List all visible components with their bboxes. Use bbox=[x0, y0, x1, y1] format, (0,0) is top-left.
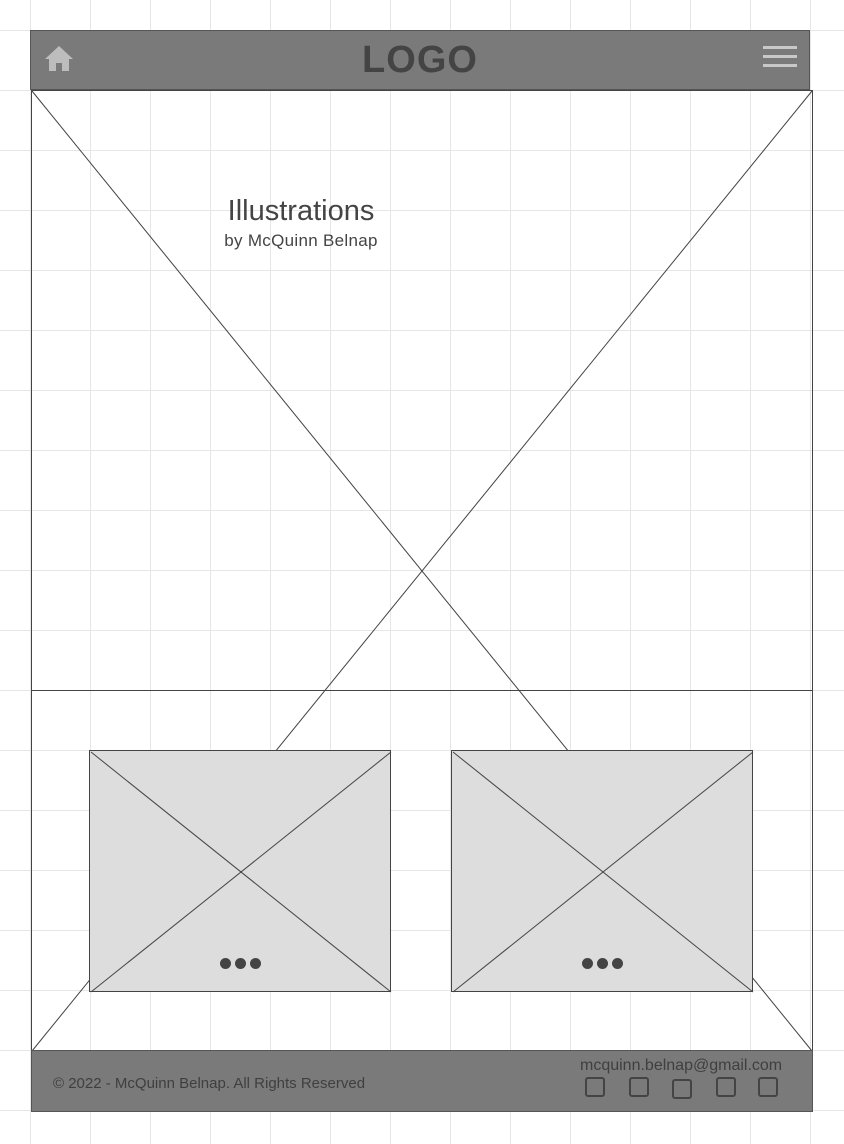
gallery-card-2[interactable] bbox=[451, 750, 754, 993]
page-subtitle: by McQuinn Belnap bbox=[224, 231, 378, 250]
gallery-card-1[interactable] bbox=[89, 750, 392, 993]
copyright-text: © 2022 - McQuinn Belnap. All Rights Rese… bbox=[53, 1075, 366, 1092]
social-icon-3[interactable] bbox=[672, 1079, 692, 1099]
page-title: Illustrations bbox=[227, 195, 375, 227]
hero-divider bbox=[31, 690, 813, 691]
ellipsis-icon[interactable] bbox=[452, 958, 752, 969]
social-icon-5[interactable] bbox=[758, 1077, 778, 1097]
logo[interactable]: LOGO bbox=[362, 39, 478, 81]
social-icon-2[interactable] bbox=[629, 1077, 649, 1097]
footer-bar: © 2022 - McQuinn Belnap. All Rights Rese… bbox=[31, 1050, 813, 1112]
home-icon[interactable] bbox=[43, 43, 75, 75]
email-link[interactable]: mcquinn.belnap@gmail.com bbox=[580, 1057, 783, 1074]
header-bar: LOGO bbox=[30, 30, 810, 90]
image-placeholder-icon bbox=[90, 751, 392, 993]
hamburger-menu-icon[interactable] bbox=[763, 44, 797, 70]
ellipsis-icon[interactable] bbox=[90, 958, 390, 969]
image-placeholder-icon bbox=[452, 751, 754, 993]
social-icon-1[interactable] bbox=[585, 1077, 605, 1097]
social-icon-4[interactable] bbox=[716, 1077, 736, 1097]
